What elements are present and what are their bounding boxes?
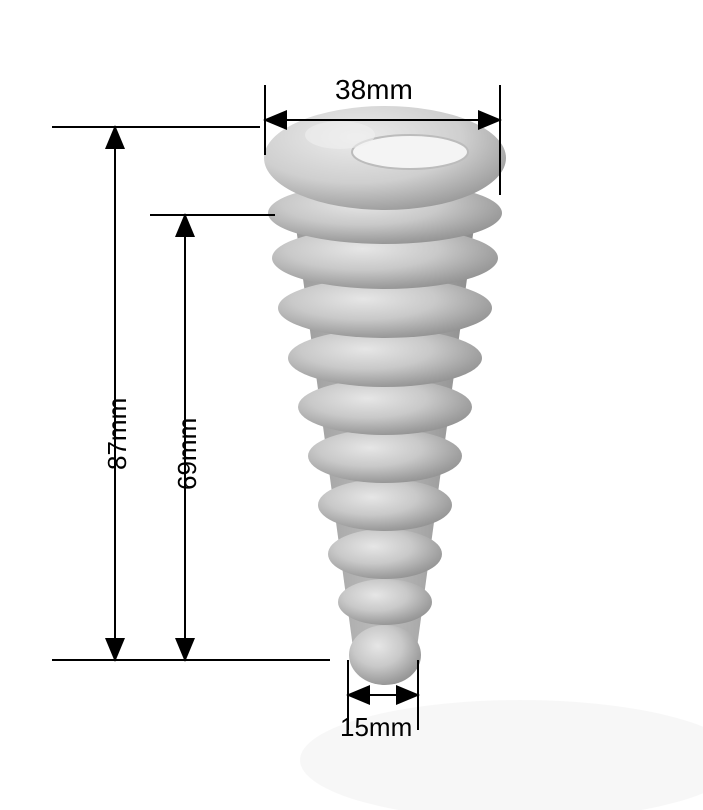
dimension-label-top-width: 38mm [335,74,413,106]
dimension-label-rib-height: 69mm [172,418,203,490]
dimension-rib-height [150,215,275,660]
dimension-label-tip-width: 15mm [340,712,412,743]
dimension-overall-height [52,127,330,660]
dimension-label-overall-height: 87mm [102,398,133,470]
